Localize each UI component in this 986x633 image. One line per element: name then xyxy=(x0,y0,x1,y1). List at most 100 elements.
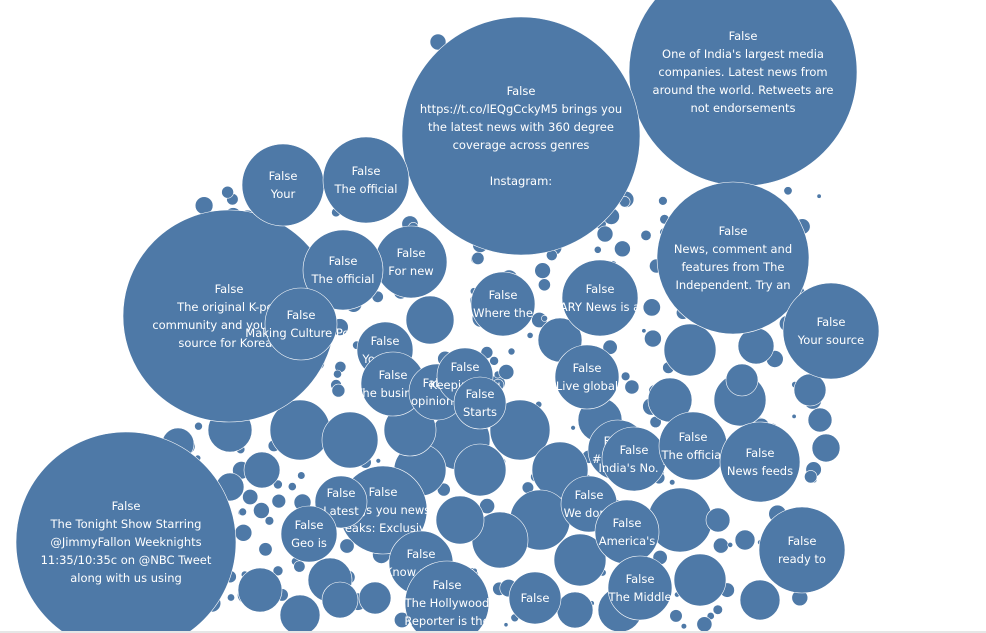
bubble-circle[interactable] xyxy=(401,16,641,256)
bubble-description-line: Where the xyxy=(473,306,533,320)
bubble-label: False xyxy=(466,387,495,401)
filler-bubble xyxy=(673,553,727,607)
bubble[interactable]: False For new xyxy=(374,225,448,299)
filler-bubble xyxy=(620,371,631,381)
filler-bubble xyxy=(811,433,841,463)
bubble-description-line: around the world. Retweets are xyxy=(653,83,834,97)
filler-bubble xyxy=(538,278,551,292)
bubble-circle[interactable] xyxy=(594,499,660,565)
bubble-circle[interactable] xyxy=(758,506,846,594)
bubble[interactable]: False One of India's largest media compani… xyxy=(628,0,858,187)
bubble[interactable]: False The official xyxy=(302,229,384,311)
bubble[interactable]: False The official xyxy=(658,411,728,481)
bubble[interactable]: False The official xyxy=(322,136,410,224)
bubble-description-line: Making Culture Pop xyxy=(245,326,356,340)
filler-bubble xyxy=(793,373,827,407)
bubble[interactable]: False Geo is xyxy=(280,505,338,563)
filler-bubble xyxy=(713,537,729,554)
filler-bubble xyxy=(644,329,662,348)
filler-bubble xyxy=(640,229,652,241)
bubble[interactable]: False The Tonight Show Starring @JimmyFall… xyxy=(15,431,237,633)
bubble-description-line: Your source xyxy=(797,333,864,347)
bubble[interactable]: False Live global xyxy=(554,344,620,410)
filler-bubble xyxy=(541,314,548,322)
filler-bubble xyxy=(641,328,647,334)
bubble[interactable]: False https://t.co/lEQgCckyM5 brings you t… xyxy=(401,16,641,256)
bubble-label: False xyxy=(287,308,316,322)
filler-bubble xyxy=(642,298,661,317)
bubble-label: False xyxy=(679,430,708,444)
bubble[interactable]: False Where the xyxy=(470,271,536,337)
filler-bubble xyxy=(227,593,236,602)
bubble-label: False xyxy=(329,254,358,268)
bubble-circle[interactable] xyxy=(607,555,673,621)
bubble-circle[interactable] xyxy=(322,136,410,224)
bubble[interactable]: False Your source xyxy=(782,282,880,380)
bubble[interactable]: False xyxy=(508,571,562,625)
bubble-label: False xyxy=(489,288,518,302)
filler-bubble xyxy=(507,347,516,356)
bubble[interactable]: False India's No. 1 xyxy=(598,426,670,492)
filler-bubble xyxy=(293,560,306,573)
bubble-description-line: along with us using xyxy=(70,571,182,585)
bubble-circle[interactable] xyxy=(453,376,507,430)
bubble[interactable]: False Your xyxy=(241,143,325,227)
bubble-label: False xyxy=(397,246,426,260)
bubble-label: False xyxy=(327,486,356,500)
bubble-circle[interactable] xyxy=(374,225,448,299)
filler-bubble xyxy=(333,369,342,379)
bubble-circle[interactable] xyxy=(264,287,338,361)
bubble-description-line: 11:35/10:35c on @NBC Tweet xyxy=(41,553,212,567)
bubble[interactable]: False News, comment and features from The I… xyxy=(656,181,810,335)
bubble[interactable]: False Starts xyxy=(453,376,507,430)
bubble[interactable]: False News feeds xyxy=(719,421,801,503)
filler-bubble xyxy=(503,622,509,628)
bubble-description-line: Reporter is the xyxy=(404,614,489,628)
filler-bubble xyxy=(553,533,607,587)
bubble[interactable]: False America's xyxy=(594,499,660,565)
bubble-circle[interactable] xyxy=(554,344,620,410)
bubble-circle[interactable] xyxy=(658,411,728,481)
bubble-description-line: The official xyxy=(661,448,725,462)
bubble-description-line: News feeds xyxy=(727,464,793,478)
filler-bubble xyxy=(807,407,833,433)
filler-bubble xyxy=(297,471,306,480)
filler-bubble xyxy=(194,421,203,431)
filler-bubble xyxy=(534,262,551,279)
bubble-circle[interactable] xyxy=(241,143,325,227)
filler-bubble xyxy=(647,487,713,553)
bubble-description-line: Live global xyxy=(556,379,618,393)
bubble-description-line: Geo is xyxy=(291,536,327,550)
bubble[interactable]: False ready to xyxy=(758,506,846,594)
bubble[interactable]: False Making Culture Pop xyxy=(245,287,357,361)
bubble-circle[interactable] xyxy=(508,571,562,625)
bubbles: False One of India's largest media compani… xyxy=(15,0,880,633)
bubble-label: False xyxy=(626,572,655,586)
bubble[interactable]: False ARY News is a xyxy=(560,259,640,337)
bubble[interactable]: False The Hollywood Reporter is the xyxy=(404,560,490,633)
filler-bubble xyxy=(556,591,594,629)
filler-bubble xyxy=(264,516,275,526)
bubble-circle[interactable] xyxy=(302,229,384,311)
bubble-circle[interactable] xyxy=(280,505,338,563)
filler-bubble xyxy=(221,185,234,199)
filler-bubble xyxy=(375,458,381,464)
bubble-circle[interactable] xyxy=(782,282,880,380)
bubble-circle[interactable] xyxy=(15,431,237,633)
bubble-circle[interactable] xyxy=(404,560,490,633)
bubble-circle[interactable] xyxy=(601,426,667,492)
bubble-circle[interactable] xyxy=(470,271,536,337)
bubble-description-line: For new xyxy=(388,264,433,278)
filler-bubble xyxy=(498,364,515,380)
bubble-label: False xyxy=(746,446,775,460)
filler-bubble xyxy=(727,542,734,548)
bubble-description-line: ARY News is a xyxy=(560,300,640,314)
bubble-circle[interactable] xyxy=(656,181,810,335)
bubble-circle[interactable] xyxy=(561,259,639,337)
bubble-circle[interactable] xyxy=(719,421,801,503)
bubble[interactable]: False The Middle xyxy=(607,555,673,621)
bubble-label: False xyxy=(817,315,846,329)
bubble-label: False xyxy=(719,224,748,238)
